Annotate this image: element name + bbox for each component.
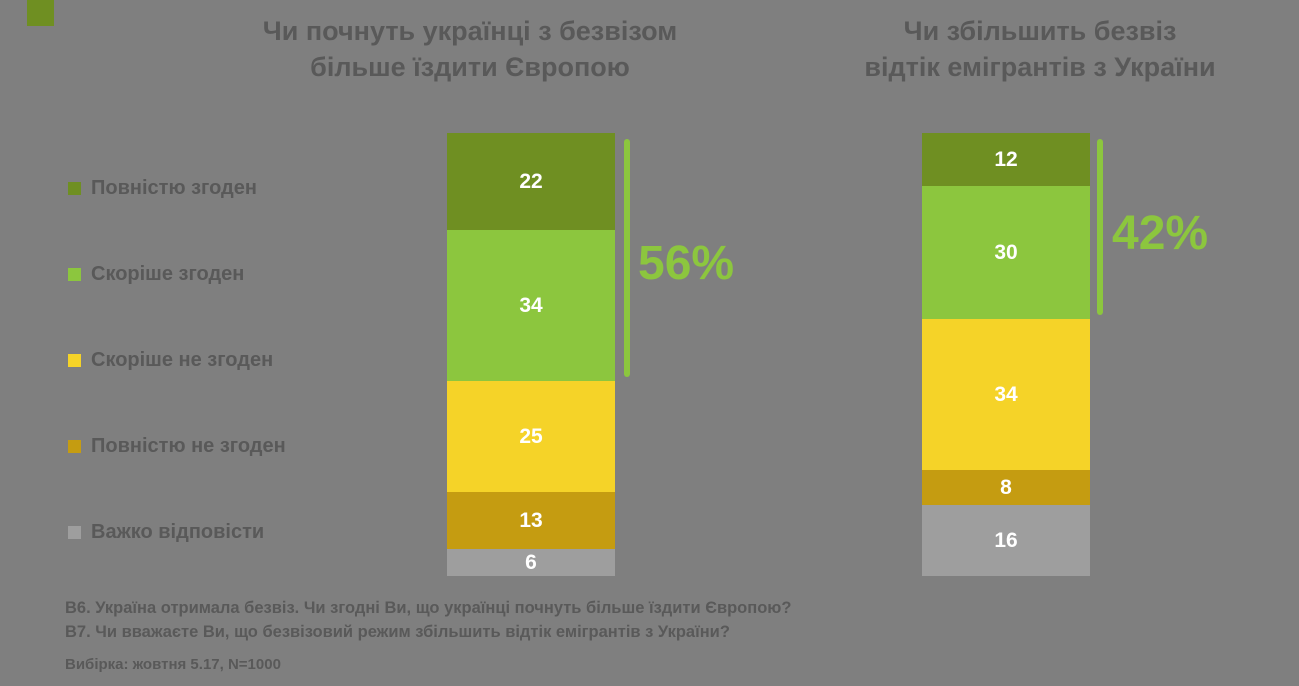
legend-swatch-icon xyxy=(68,525,81,539)
stacked-bar-right: 12 30 34 8 16 xyxy=(922,133,1090,576)
bar-segment: 34 xyxy=(447,230,615,382)
footnote-question-b6: В6. Україна отримала безвіз. Чи згодні В… xyxy=(65,599,792,617)
legend-label: Повністю не згоден xyxy=(91,434,286,457)
corner-accent-square xyxy=(27,0,54,26)
segment-value-label: 22 xyxy=(519,170,543,194)
agree-total-bracket-left xyxy=(624,139,630,377)
legend-swatch-icon xyxy=(68,181,81,195)
agree-total-percent-right: 42% xyxy=(1112,207,1209,260)
segment-value-label: 13 xyxy=(519,509,543,533)
agree-total-percent-left: 56% xyxy=(638,237,735,290)
bar-segment: 16 xyxy=(922,505,1090,576)
legend-item-2: Скоріше згоден xyxy=(68,231,408,317)
legend: Повністю згоден Скоріше згоден Скоріше не … xyxy=(68,145,408,575)
legend-swatch-icon xyxy=(68,353,81,367)
segment-value-label: 8 xyxy=(1000,475,1012,499)
segment-value-label: 30 xyxy=(994,241,1018,265)
legend-item-4: Повністю не згоден xyxy=(68,403,408,489)
legend-label: Скоріше згоден xyxy=(91,262,245,285)
segment-value-label: 25 xyxy=(519,424,543,448)
footnotes: В6. Україна отримала безвіз. Чи згодні В… xyxy=(65,597,791,676)
bar-segment: 25 xyxy=(447,381,615,492)
segment-value-label: 6 xyxy=(525,551,537,575)
bar-segment: 8 xyxy=(922,469,1090,506)
legend-label: Скоріше не згоден xyxy=(91,348,274,371)
legend-swatch-icon xyxy=(68,439,81,453)
stacked-bar-left: 22 34 25 13 6 xyxy=(447,133,615,576)
legend-item-5: Важко відповісти xyxy=(68,489,408,575)
footnote-question-b7: В7. Чи вважаєте Ви, що безвізовий режим … xyxy=(65,622,730,641)
legend-label: Важко відповісти xyxy=(91,520,265,543)
bar-segment: 30 xyxy=(922,186,1090,320)
bar-segment: 13 xyxy=(447,491,615,550)
segment-value-label: 12 xyxy=(994,148,1018,172)
segment-value-label: 34 xyxy=(994,382,1018,406)
chart-title-right: Чи збільшить безвіз відтік емігрантів з … xyxy=(864,16,1216,82)
legend-swatch-icon xyxy=(68,267,81,281)
legend-label: Повністю згоден xyxy=(91,176,257,199)
footnote-sample-info: Вибірка: жовтня 5.17, N=1000 xyxy=(65,655,281,673)
legend-item-1: Повністю згоден xyxy=(68,145,408,231)
bar-segment: 34 xyxy=(922,319,1090,470)
bar-segment: 6 xyxy=(447,549,615,576)
bar-segment: 22 xyxy=(447,133,615,231)
segment-value-label: 16 xyxy=(994,529,1018,553)
bar-segment: 12 xyxy=(922,133,1090,187)
chart-title-left: Чи почнуть українці з безвізом більше їз… xyxy=(262,16,678,82)
legend-item-3: Скоріше не згоден xyxy=(68,317,408,403)
segment-value-label: 34 xyxy=(519,294,543,318)
agree-total-bracket-right xyxy=(1097,139,1103,315)
